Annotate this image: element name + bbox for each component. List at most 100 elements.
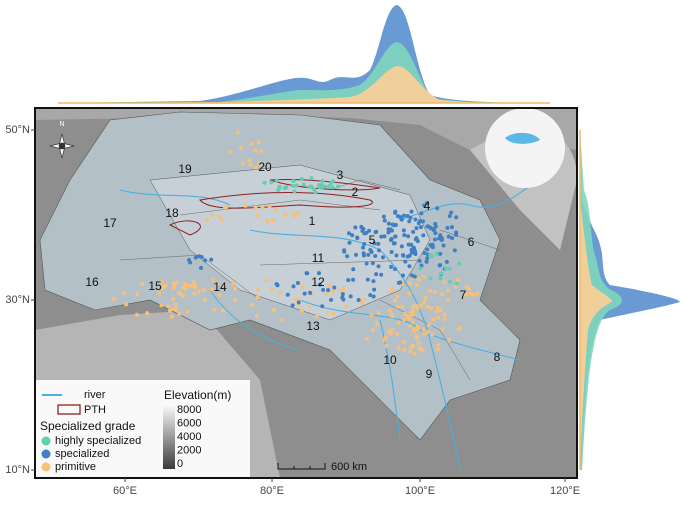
occurrence-point [443, 266, 448, 271]
occurrence-point [135, 312, 140, 317]
occurrence-point [329, 297, 334, 302]
occurrence-point [312, 187, 317, 192]
occurrence-point [325, 310, 330, 315]
occurrence-point [390, 286, 395, 291]
occurrence-point [370, 328, 375, 333]
occurrence-point [434, 309, 439, 314]
occurrence-point [341, 286, 346, 291]
region-number: 17 [103, 216, 117, 230]
occurrence-point [371, 279, 376, 284]
occurrence-point [235, 130, 240, 135]
occurrence-point [402, 233, 407, 238]
occurrence-point [173, 302, 178, 307]
occurrence-point [393, 234, 398, 239]
occurrence-point [407, 316, 412, 321]
region-number: 19 [178, 162, 192, 176]
scale-bar [277, 463, 326, 470]
y-axis-label: 30°N [5, 294, 30, 306]
legend-river: river [84, 389, 106, 401]
occurrence-point [361, 251, 366, 256]
occurrence-point [256, 288, 261, 293]
occurrence-point [255, 295, 260, 300]
occurrence-point [353, 252, 358, 257]
occurrence-point [111, 297, 116, 302]
occurrence-point [365, 277, 370, 282]
occurrence-point [421, 233, 426, 238]
occurrence-point [415, 306, 420, 311]
occurrence-point [423, 295, 428, 300]
occurrence-point [376, 310, 381, 315]
occurrence-point [377, 248, 382, 253]
occurrence-point [254, 313, 259, 318]
occurrence-point [233, 286, 238, 291]
occurrence-point [353, 225, 358, 230]
occurrence-point [347, 231, 352, 236]
occurrence-point [291, 213, 296, 218]
occurrence-point [417, 219, 422, 224]
occurrence-point [140, 281, 145, 286]
occurrence-point [209, 257, 214, 262]
occurrence-point [376, 241, 381, 246]
occurrence-point [291, 183, 296, 188]
occurrence-point [320, 179, 325, 184]
occurrence-point [422, 203, 427, 208]
occurrence-point [367, 228, 372, 233]
occurrence-point [387, 308, 392, 313]
legend-box [36, 380, 250, 477]
region-number: 7 [460, 288, 467, 302]
occurrence-point [177, 291, 182, 296]
occurrence-point [320, 304, 325, 309]
occurrence-point [330, 289, 335, 294]
occurrence-point [379, 272, 384, 277]
region-number: 1 [309, 214, 316, 228]
occurrence-point [248, 162, 253, 167]
occurrence-point [340, 292, 345, 297]
occurrence-point [294, 183, 299, 188]
occurrence-point [411, 328, 416, 333]
occurrence-point [431, 317, 436, 322]
occurrence-point [409, 344, 414, 349]
occurrence-point [379, 234, 384, 239]
occurrence-point [447, 338, 452, 343]
occurrence-point [435, 305, 440, 310]
occurrence-point [386, 221, 391, 226]
occurrence-point [231, 281, 236, 286]
occurrence-point [421, 327, 426, 332]
occurrence-point [212, 307, 217, 312]
occurrence-point [393, 223, 398, 228]
elevation-tick: 8000 [177, 404, 201, 416]
occurrence-point [166, 304, 171, 309]
occurrence-point [326, 288, 331, 293]
occurrence-point [285, 292, 290, 297]
occurrence-point [401, 213, 406, 218]
legend-grade: highly specialized [55, 435, 141, 447]
occurrence-point [430, 332, 435, 337]
occurrence-point [410, 304, 415, 309]
elevation-tick: 4000 [177, 431, 201, 443]
occurrence-point [185, 283, 190, 288]
occurrence-point [406, 234, 411, 239]
occurrence-point [452, 248, 457, 253]
region-number: 12 [311, 275, 325, 289]
occurrence-point [407, 264, 412, 269]
occurrence-point [372, 241, 377, 246]
occurrence-point [173, 307, 178, 312]
occurrence-point [192, 282, 197, 287]
occurrence-point [457, 261, 462, 266]
occurrence-point [449, 225, 454, 230]
occurrence-point [210, 277, 215, 282]
occurrence-point [309, 176, 314, 181]
occurrence-point [441, 243, 446, 248]
occurrence-point [257, 162, 262, 167]
occurrence-point [262, 180, 267, 185]
occurrence-point [390, 327, 395, 332]
occurrence-point [360, 228, 365, 233]
occurrence-point [302, 291, 307, 296]
occurrence-point [253, 205, 258, 210]
compass [49, 133, 75, 159]
occurrence-point [446, 298, 451, 303]
x-axis-label: 60°E [113, 485, 137, 497]
occurrence-point [351, 277, 356, 282]
occurrence-point [247, 158, 252, 163]
elevation-tick: 6000 [177, 417, 201, 429]
